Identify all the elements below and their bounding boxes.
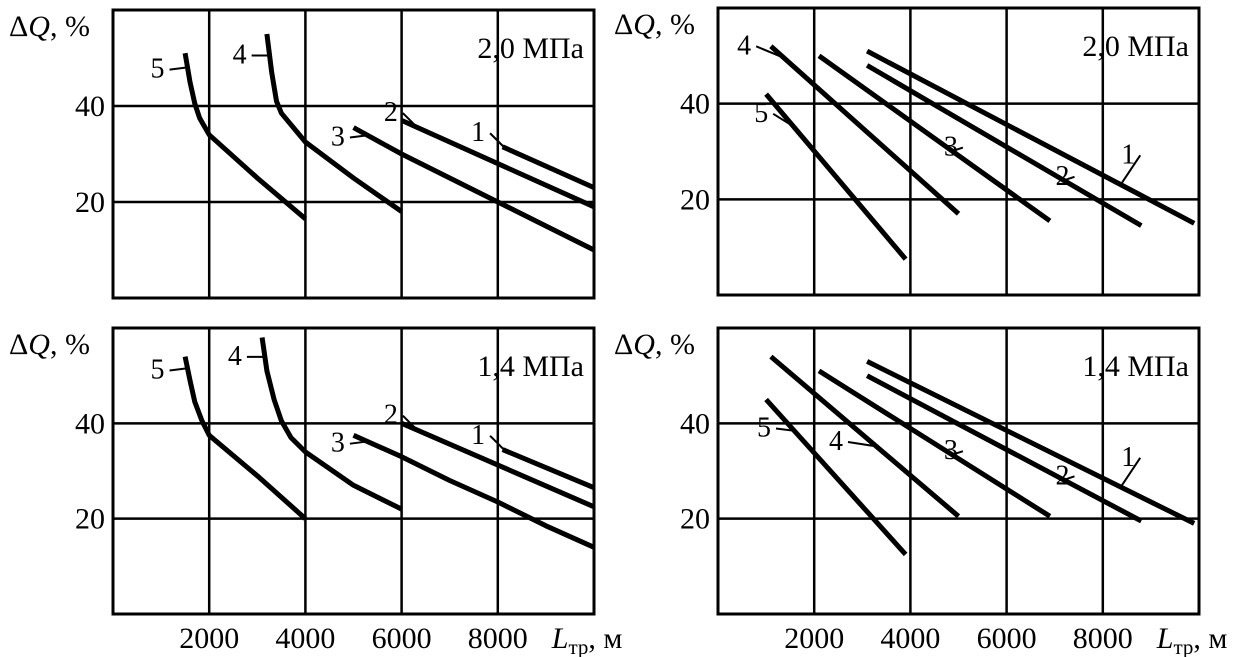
x-tick-label: 6000 [372,622,432,655]
series-label-2: 2 [1056,161,1070,192]
series-line-4 [769,354,961,519]
y-tick-label: 20 [75,503,105,536]
chart-panel-top-right: 20 40 ΔQ, % 2,0 МПа 1 2 3 4 5 [614,6,1201,297]
series-line-2 [865,373,1143,524]
series-leader-3 [950,146,964,153]
y-tick-label: 40 [75,90,105,123]
series-line-4 [259,337,403,512]
series-label-1: 1 [1121,139,1135,170]
series-line-5 [764,92,908,261]
y-tick-label: 20 [680,503,710,536]
series-line-3 [352,433,596,550]
series-line-5 [182,52,308,221]
series-label-4: 4 [737,30,751,61]
series-leader-5 [775,427,793,432]
series-leader-1 [1119,154,1142,186]
y-axis-label: ΔQ, % [9,10,90,43]
series-line-2 [865,63,1143,228]
series-leader-5 [169,66,186,71]
plot-frame [111,8,596,300]
series-line-4 [264,33,404,214]
pressure-annotation: 2,0 МПа [1082,30,1189,63]
series-line-3 [817,368,1052,519]
x-tick-label: 8000 [1073,622,1133,655]
series-line-5 [764,397,908,557]
pressure-annotation: 2,0 МПа [477,32,584,65]
series-leader-4 [755,45,781,58]
series-label-5: 5 [757,412,771,443]
pressure-annotation: 1,4 МПа [477,350,584,383]
series-line-3 [817,53,1052,223]
series-label-3: 3 [331,428,345,459]
series-line-1 [865,48,1196,226]
series-leader-2 [402,112,420,130]
series-label-1: 1 [471,420,485,451]
y-tick-label: 40 [680,88,710,121]
series-leader-5 [169,367,186,372]
series-label-5: 5 [151,54,165,85]
y-axis-label: ΔQ, % [9,328,90,361]
series-line-5 [182,356,308,521]
y-axis-label: ΔQ, % [614,328,695,361]
series-leader-2 [1062,175,1075,182]
x-tick-label: 2000 [179,622,239,655]
series-leader-1 [489,132,507,150]
series-line-1 [501,447,595,491]
series-leader-2 [1062,475,1075,482]
series-label-5: 5 [754,98,768,129]
series-label-5: 5 [151,355,165,386]
series-label-4: 4 [233,40,247,71]
y-tick-label: 40 [680,407,710,440]
y-axis-label: ΔQ, % [614,8,695,41]
y-tick-label: 20 [680,183,710,216]
series-label-3: 3 [944,435,958,466]
series-leader-1 [1119,457,1142,489]
series-line-3 [352,125,596,253]
series-leader-4 [847,441,875,448]
plot-frame [111,326,596,616]
series-label-1: 1 [471,117,485,148]
series-leader-2 [402,414,420,433]
plot-frame [716,326,1201,616]
pressure-annotation: 1,4 МПа [1082,350,1189,383]
series-label-2: 2 [384,400,398,431]
series-label-2: 2 [1056,460,1070,491]
chart-panel-top-left: 20 40 ΔQ, % 2,0 МПа 1 2 3 4 5 [9,8,596,300]
series-label-4: 4 [829,426,843,457]
x-tick-label: 2000 [784,622,844,655]
series-leader-3 [950,450,964,457]
x-axis-label: Lтр, м [551,622,623,657]
x-axis-label: Lтр, м [1156,622,1228,657]
series-line-1 [501,144,596,190]
series-leader-3 [349,440,367,445]
series-label-2: 2 [384,97,398,128]
series-label-1: 1 [1121,442,1135,473]
series-line-1 [865,359,1196,526]
x-tick-label: 4000 [275,622,335,655]
plot-frame [716,6,1201,297]
series-label-3: 3 [944,132,958,163]
x-tick-label: 4000 [880,622,940,655]
x-tick-label: 8000 [468,622,528,655]
chart-panel-bottom-left: 20 40 2000 4000 6000 8000 Lтр, м ΔQ, % 1,4 МПа 1 2… [9,326,623,657]
y-tick-label: 40 [75,407,105,440]
x-tick-label: 6000 [977,622,1037,655]
series-leader-1 [489,435,507,453]
y-tick-label: 20 [75,186,105,219]
series-label-4: 4 [228,341,242,372]
series-line-2 [400,118,596,210]
series-label-3: 3 [331,122,345,153]
series-line-2 [400,421,595,510]
series-line-4 [769,44,961,216]
series-leader-5 [772,112,790,125]
series-leader-3 [349,134,367,139]
chart-panel-bottom-right: 20 40 2000 4000 6000 8000 Lтр, м ΔQ, % 1,4 МПа 1 2… [614,326,1228,657]
